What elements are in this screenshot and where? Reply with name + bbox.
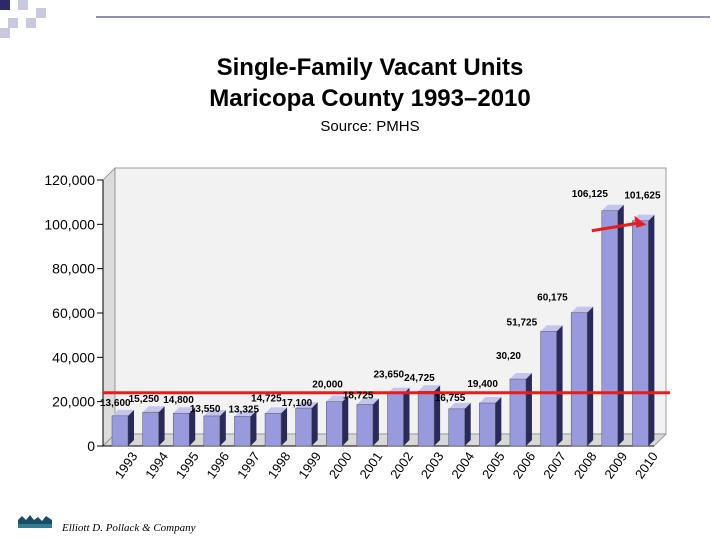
chart-subtitle: Source: PMHS [320,118,420,135]
bar-1994 [142,406,165,447]
x-tick-label: 1999 [295,449,324,481]
bar-1995 [172,407,196,447]
bar-2006 [509,373,532,447]
company-logo [18,515,52,528]
data-label: 60,175 [537,293,568,304]
y-tick-label: 100,000 [44,216,95,232]
bar-1998 [264,407,288,447]
x-tick-label: 1995 [173,449,202,481]
bar-2002 [387,387,410,447]
bar-2005 [479,396,502,447]
data-label: 20,000 [312,380,343,391]
data-label: 13,325 [228,404,259,415]
chart-title: Single-Family Vacant Units Maricopa Coun… [120,52,620,114]
bar-2003 [417,385,441,447]
bar-chart: 0 20,000 40,000 60,000 80,000 100,000 120,000 1… [44,167,670,481]
bar-1997 [234,410,257,447]
data-label: 19,400 [467,379,498,390]
x-tick-label: 1993 [112,449,141,481]
chart-title-line1: Single-Family Vacant Units [216,54,524,81]
bar-2007 [540,325,563,447]
x-tick-label: 1998 [265,449,294,481]
x-tick-label: 2002 [387,449,416,481]
x-tick-label: 2001 [356,449,385,481]
data-label: 17,100 [282,398,313,409]
bar-2008 [570,306,594,447]
y-tick-label: 60,000 [52,305,95,321]
x-tick-label: 2003 [418,449,447,481]
data-label: 23,650 [374,370,405,381]
x-tick-label: 2005 [479,449,508,481]
y-tick-label: 80,000 [52,261,95,277]
x-tick-label: 1996 [203,449,232,481]
x-tick-label: 2000 [326,449,355,481]
data-label: 13,550 [190,404,221,415]
bar-1999 [295,402,318,447]
bar-2010 [632,214,655,447]
data-label: 106,125 [572,189,609,200]
data-label: 13,600 [100,398,131,409]
y-tick-label: 120,000 [44,172,95,188]
chart-title-line2: Maricopa County 1993–2010 [209,85,531,112]
y-tick-label: 40,000 [52,349,95,365]
x-tick-label: 1994 [142,449,171,481]
x-tick-label: 2008 [571,449,600,481]
data-label: 18,725 [343,390,374,401]
bar-1996 [203,409,226,447]
data-label: 16,755 [435,393,466,404]
header-rule [96,16,710,18]
x-tick-label: 1997 [234,449,263,481]
data-label: 101,625 [624,191,661,202]
x-tick-label: 2004 [448,449,477,481]
trend-arrow-head [634,215,647,228]
data-label: 51,725 [507,317,538,328]
bar-2004 [448,402,471,447]
data-label: 14,800 [163,395,194,406]
bar-1993 [111,409,134,447]
footer-company: Elliott D. Pollack & Company [62,522,196,534]
data-label: 14,725 [251,393,282,404]
x-tick-label: 2010 [632,449,661,481]
corner-decoration [0,0,46,38]
trend-arrow-line [591,221,641,233]
x-tick-label: 2007 [540,449,569,481]
bar-2001 [356,398,379,447]
x-tick-label: 2009 [601,449,630,481]
data-label: 24,725 [404,373,435,384]
bar-2009 [601,204,624,447]
data-label: 30,20 [496,351,521,362]
y-tick-label: 20,000 [52,394,95,410]
data-label: 15,250 [129,394,160,405]
x-tick-label: 2006 [510,449,539,481]
y-tick-label: 0 [87,438,95,454]
bar-2000 [326,395,349,447]
